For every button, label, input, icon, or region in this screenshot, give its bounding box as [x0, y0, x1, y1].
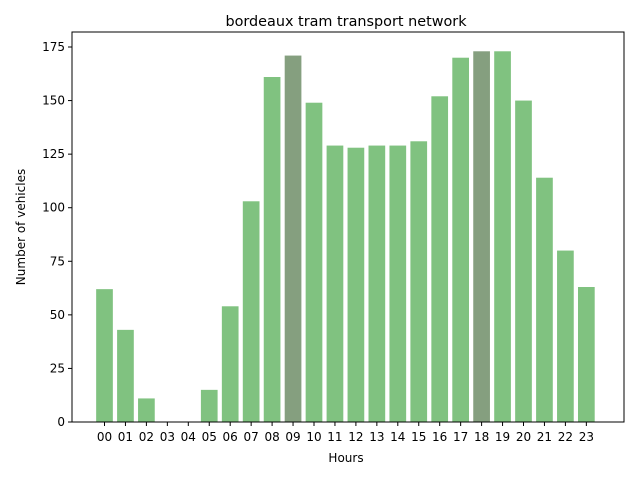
- bar-18: [473, 51, 490, 422]
- bar-15: [410, 141, 428, 423]
- bar-14: [389, 145, 407, 422]
- bar-10: [305, 102, 323, 423]
- bar-16: [431, 96, 449, 422]
- x-tick-label-23: 23: [579, 430, 594, 444]
- x-tick-label-17: 17: [453, 430, 468, 444]
- x-tick-label-07: 07: [244, 430, 259, 444]
- x-tick-label-06: 06: [223, 430, 238, 444]
- x-tick-label-04: 04: [181, 430, 196, 444]
- x-tick-label-14: 14: [390, 430, 405, 444]
- x-tick-label-16: 16: [432, 430, 447, 444]
- x-axis-label: Hours: [328, 451, 363, 465]
- bar-21: [536, 177, 553, 422]
- x-tick-label-08: 08: [264, 430, 279, 444]
- y-tick-label-175: 175: [42, 40, 65, 54]
- x-tick-label-02: 02: [139, 430, 154, 444]
- bars-group: [96, 51, 595, 423]
- x-tick-label-13: 13: [369, 430, 384, 444]
- x-tick-label-10: 10: [306, 430, 321, 444]
- y-tick-label-50: 50: [50, 308, 65, 322]
- x-tick-label-22: 22: [558, 430, 573, 444]
- x-tick-label-03: 03: [160, 430, 175, 444]
- y-tick-label-75: 75: [50, 254, 65, 268]
- bar-00: [96, 289, 113, 422]
- x-tick-label-19: 19: [495, 430, 510, 444]
- bar-22: [557, 250, 574, 422]
- x-axis: 00 01 02 03 04 05 06 07 08 09 10 11 12 13 14 15 16 17 18 19…: [97, 422, 594, 444]
- chart-title: bordeaux tram transport network: [225, 14, 467, 30]
- x-tick-label-01: 01: [118, 430, 133, 444]
- y-tick-label-25: 25: [50, 361, 65, 375]
- y-tick-label-125: 125: [42, 147, 65, 161]
- x-tick-label-20: 20: [516, 430, 531, 444]
- x-tick-label-05: 05: [202, 430, 217, 444]
- bar-02: [138, 398, 155, 422]
- bar-20: [515, 100, 532, 422]
- bar-08: [263, 77, 281, 422]
- y-tick-label-150: 150: [42, 94, 65, 108]
- bar-09: [284, 55, 302, 422]
- x-tick-label-18: 18: [474, 430, 489, 444]
- plot-frame: [71, 31, 625, 423]
- y-axis-label: Number of vehicles: [14, 169, 28, 285]
- bar-07: [242, 201, 260, 422]
- bar-13: [368, 145, 386, 422]
- x-tick-label-12: 12: [348, 430, 363, 444]
- y-tick-label-100: 100: [42, 201, 65, 215]
- bar-11: [326, 145, 344, 422]
- x-tick-label-09: 09: [285, 430, 300, 444]
- bar-23: [578, 287, 595, 422]
- bar-06: [221, 306, 239, 422]
- bar-17: [452, 57, 469, 423]
- bar-12: [347, 147, 365, 422]
- y-tick-label-0: 0: [57, 415, 65, 429]
- x-tick-label-00: 00: [97, 430, 112, 444]
- x-tick-label-15: 15: [411, 430, 426, 444]
- x-tick-label-11: 11: [327, 430, 342, 444]
- bar-01: [117, 329, 134, 422]
- x-tick-label-21: 21: [537, 430, 552, 444]
- bar-05: [200, 389, 218, 422]
- bar-19: [494, 51, 511, 422]
- y-axis: 0 25 50 75 100 125 150 175: [42, 40, 72, 429]
